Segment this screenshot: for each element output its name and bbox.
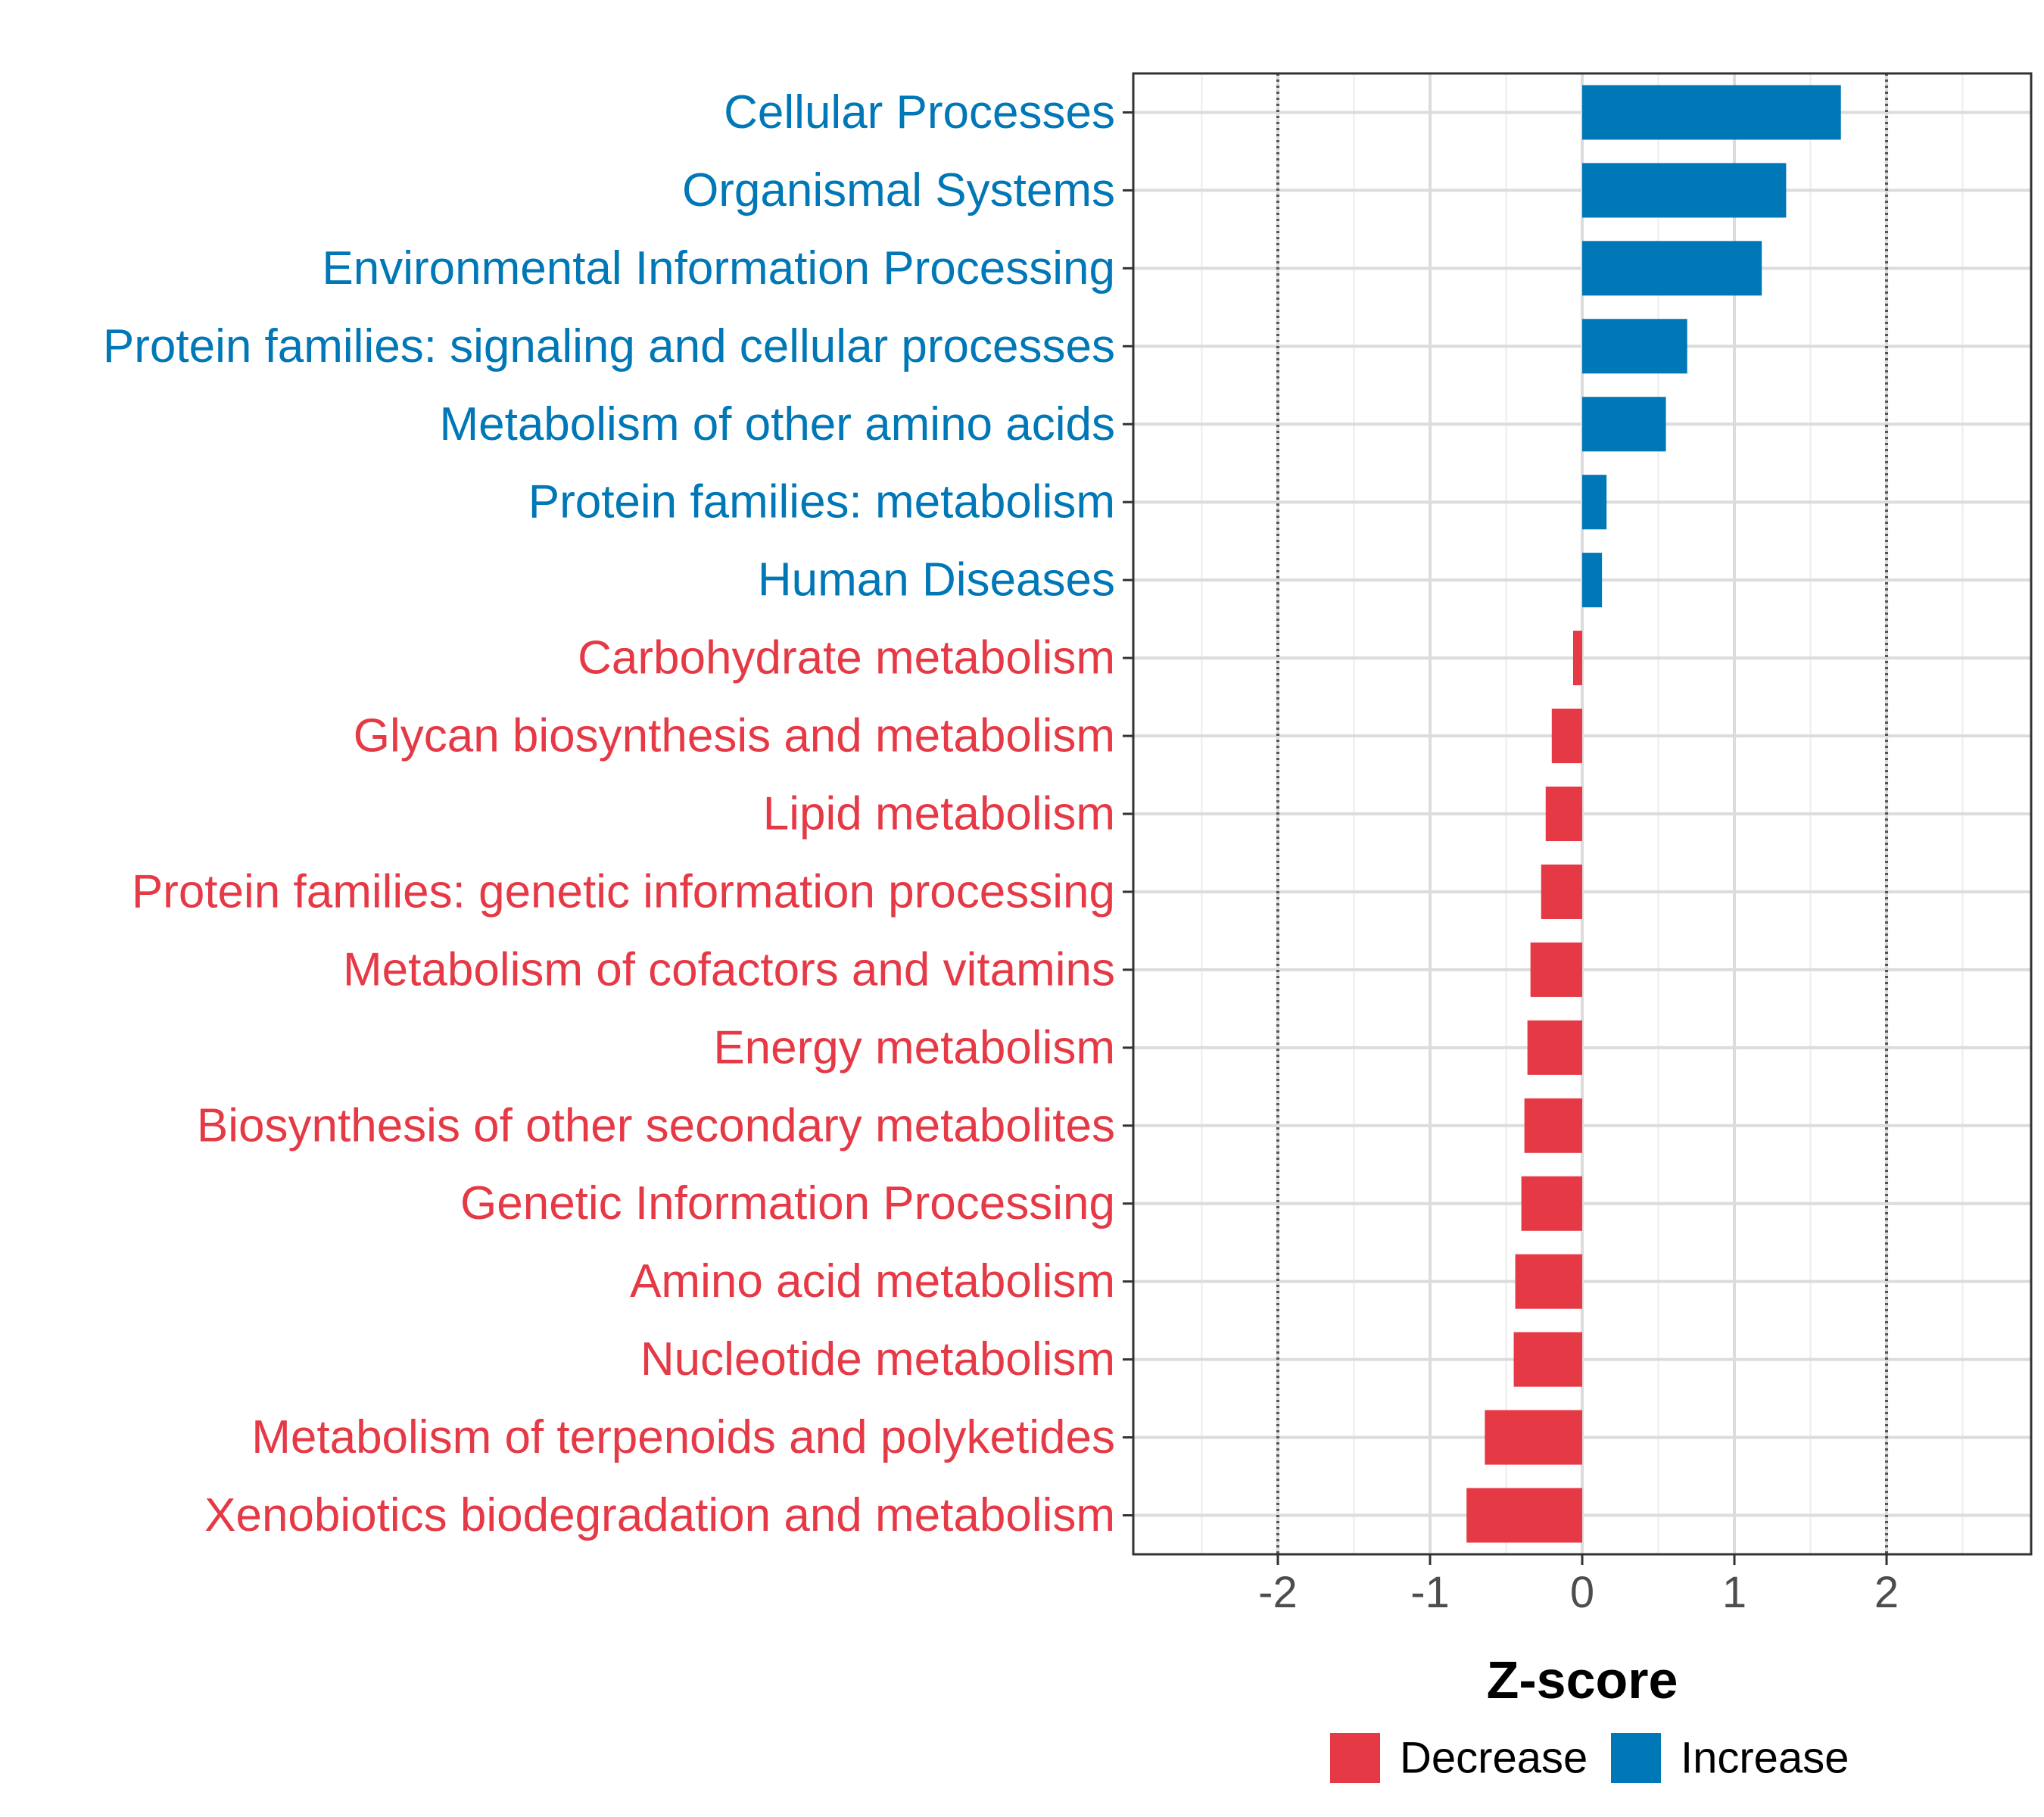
y-axis-category-labels: Cellular Processes Organismal Systems Envi…: [103, 86, 1115, 1541]
bar: [1527, 1020, 1582, 1075]
y-tick-label: Carbohydrate metabolism: [578, 632, 1115, 684]
y-tick-label: Genetic Information Processing: [460, 1177, 1115, 1230]
bar: [1524, 1098, 1582, 1153]
x-tick-label: 2: [1874, 1568, 1899, 1617]
y-tick-label: Protein families: genetic information pr…: [132, 865, 1115, 918]
bar: [1530, 942, 1582, 997]
bar: [1521, 1176, 1582, 1231]
bar: [1582, 475, 1607, 530]
y-tick-label: Glycan biosynthesis and metabolism: [354, 710, 1115, 762]
bars: [1466, 85, 1841, 1543]
bar: [1582, 241, 1762, 296]
bar: [1466, 1488, 1582, 1543]
bar: [1572, 631, 1582, 686]
x-tick-label: 1: [1722, 1568, 1746, 1617]
y-axis-ticks: [1123, 111, 1133, 1517]
x-tick-label: -2: [1258, 1568, 1298, 1617]
y-tick-label: Environmental Information Processing: [322, 242, 1115, 295]
x-axis-ticks: -2 -1 0 1 2: [1258, 1554, 1899, 1617]
bar: [1485, 1410, 1582, 1465]
bar: [1551, 709, 1582, 764]
legend-label: Increase: [1681, 1734, 1849, 1783]
reference-lines: [1276, 73, 1889, 1554]
y-tick-label: Cellular Processes: [724, 86, 1115, 139]
y-tick-label: Metabolism of other amino acids: [439, 398, 1115, 450]
bar: [1582, 319, 1687, 374]
bar: [1513, 1332, 1582, 1387]
y-tick-label: Amino acid metabolism: [630, 1255, 1115, 1307]
bar: [1545, 786, 1582, 842]
x-axis-title: Z-score: [1487, 1650, 1678, 1709]
y-tick-label: Metabolism of cofactors and vitamins: [343, 943, 1115, 996]
legend-swatch: [1611, 1733, 1661, 1783]
y-tick-label: Human Diseases: [758, 554, 1115, 606]
bar: [1582, 553, 1603, 608]
x-tick-label: -1: [1410, 1568, 1450, 1617]
y-tick-label: Xenobiotics biodegradation and metabolis…: [204, 1489, 1115, 1541]
y-tick-label: Metabolism of terpenoids and polyketides: [251, 1411, 1115, 1463]
bar: [1582, 397, 1666, 452]
legend-label: Decrease: [1400, 1734, 1588, 1783]
y-tick-label: Protein families: metabolism: [528, 476, 1115, 528]
bar: [1541, 864, 1582, 919]
y-tick-label: Organismal Systems: [682, 164, 1115, 217]
bar: [1582, 163, 1787, 218]
legend-swatch: [1330, 1733, 1380, 1783]
y-tick-label: Protein families: signaling and cellular…: [103, 320, 1115, 372]
y-tick-label: Energy metabolism: [713, 1021, 1115, 1074]
y-tick-label: Biosynthesis of other secondary metaboli…: [197, 1099, 1115, 1152]
legend: Decrease Increase: [1330, 1733, 1849, 1783]
y-tick-label: Nucleotide metabolism: [640, 1333, 1115, 1385]
bar: [1515, 1254, 1582, 1309]
x-tick-label: 0: [1570, 1568, 1594, 1617]
bar: [1582, 85, 1841, 140]
y-tick-label: Lipid metabolism: [763, 788, 1115, 840]
